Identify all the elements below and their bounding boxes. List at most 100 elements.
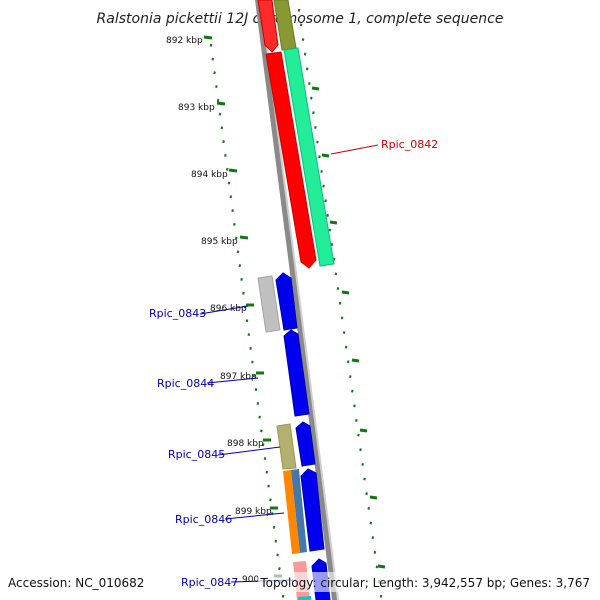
outer-scale-major-tick bbox=[359, 428, 368, 433]
outer-scale-dot bbox=[355, 418, 358, 422]
outer-scale-dot bbox=[350, 389, 354, 393]
inner-scale-dot bbox=[278, 567, 281, 571]
gene-rpic-0842-red-feature[interactable] bbox=[265, 51, 317, 269]
gene-rpic-0844-blue-feature[interactable] bbox=[283, 329, 310, 417]
gene-rpic-0843-blue-feature[interactable] bbox=[275, 272, 298, 331]
outer-scale-major-tick bbox=[377, 564, 386, 569]
inner-scale-dot bbox=[227, 181, 231, 185]
gene-rpic-0846-orange-feature[interactable] bbox=[283, 470, 300, 554]
outer-scale-dot bbox=[312, 111, 315, 115]
gene-labels: Rpic_0842 Rpic_0843 Rpic_0844 Rpic_0845 … bbox=[149, 138, 438, 589]
inner-scale-dot bbox=[265, 470, 269, 474]
gene-rpic-0843-feature[interactable] bbox=[257, 275, 281, 333]
outer-scale-dot bbox=[363, 477, 366, 481]
inner-scale-dot bbox=[274, 539, 278, 543]
inner-scale-dot bbox=[216, 98, 220, 102]
gene-label-rpic-0846[interactable]: Rpic_0846 bbox=[175, 513, 232, 526]
outer-scale-dot bbox=[357, 433, 360, 437]
inner-scale-dot bbox=[229, 195, 233, 199]
outer-scale-dot bbox=[320, 169, 323, 173]
outer-scale-dot bbox=[375, 565, 379, 569]
outer-scale-dot bbox=[301, 38, 305, 42]
inner-scale-dot bbox=[267, 484, 270, 488]
inner-scale-dot bbox=[249, 346, 252, 350]
outer-scale-major-tick bbox=[351, 358, 360, 363]
gene-label-rpic-0843[interactable]: Rpic_0843 bbox=[149, 307, 206, 320]
gene-label-rpic-0842[interactable]: Rpic_0842 bbox=[381, 138, 438, 151]
backbone-line bbox=[255, 0, 338, 600]
outer-scale-dot bbox=[342, 331, 346, 335]
outer-dotted-scale bbox=[297, 8, 386, 598]
outer-scale-dot bbox=[361, 462, 364, 466]
tick-894 bbox=[228, 168, 238, 173]
inner-scale-dot bbox=[233, 222, 236, 226]
inner-scale-dot bbox=[245, 319, 249, 323]
outer-scale-dot bbox=[336, 287, 340, 291]
accession-text: Accession: NC_010682 bbox=[8, 576, 144, 590]
inner-scale-dot bbox=[281, 594, 285, 598]
cyan-feature[interactable] bbox=[298, 596, 311, 600]
gene-rpic-0846-steelblue-feature[interactable] bbox=[291, 469, 307, 553]
label-connector-0844 bbox=[206, 377, 259, 384]
inner-scale-dot bbox=[211, 57, 215, 61]
top-red-feature[interactable] bbox=[257, 0, 279, 53]
outer-scale-major-tick bbox=[369, 495, 378, 500]
outer-scale-dot bbox=[365, 492, 368, 496]
inner-scale-dot bbox=[252, 374, 256, 378]
gene-rpic-0846-blue-feature[interactable] bbox=[300, 468, 325, 552]
inner-scale-dot bbox=[238, 264, 242, 268]
inner-scale-dot bbox=[242, 291, 245, 295]
gene-label-rpic-0845[interactable]: Rpic_0845 bbox=[168, 448, 225, 461]
outer-scale-dot bbox=[322, 184, 325, 188]
tick-label-894: 894 kbp bbox=[191, 170, 228, 180]
outer-scale-dot bbox=[326, 213, 330, 217]
tick-895 bbox=[239, 235, 249, 240]
inner-scale-dot bbox=[276, 553, 279, 557]
gene-rpic-0842-green-feature[interactable] bbox=[283, 47, 335, 267]
tick-label-898: 898 kbp bbox=[227, 439, 264, 449]
outer-scale-major-tick bbox=[311, 86, 320, 91]
inner-scale-dot bbox=[231, 209, 234, 213]
gene-label-rpic-0844[interactable]: Rpic_0844 bbox=[157, 377, 214, 390]
inner-scale-dot bbox=[234, 236, 238, 240]
tick-label-899: 899 kbp bbox=[235, 507, 272, 517]
tick-label-893: 893 kbp bbox=[178, 103, 215, 113]
outer-scale-dot bbox=[299, 23, 303, 27]
outer-scale-dot bbox=[367, 506, 371, 510]
label-connector-0843 bbox=[199, 305, 249, 315]
inner-scale-dot bbox=[218, 112, 222, 116]
gene-label-rpic-0847[interactable]: Rpic_0847 bbox=[181, 576, 238, 589]
tick-label-900: 900 bbox=[242, 575, 259, 585]
tick-label-892: 892 kbp bbox=[166, 36, 203, 46]
inner-scale-dot bbox=[272, 525, 276, 529]
outer-scale-dot bbox=[371, 536, 375, 540]
gene-rpic-0845-blue-feature[interactable] bbox=[295, 421, 316, 467]
tick-label-895: 895 kbp bbox=[201, 237, 238, 247]
inner-scale-dot bbox=[256, 401, 260, 405]
outer-scale-dot bbox=[297, 8, 301, 12]
label-connector-0846 bbox=[224, 512, 285, 520]
outer-scale-dot bbox=[340, 316, 344, 320]
label-connector-0845 bbox=[217, 446, 281, 456]
outer-scale-major-tick bbox=[321, 153, 330, 158]
inner-scale-dot bbox=[209, 43, 213, 47]
outer-scale-dot bbox=[334, 272, 338, 276]
footer-summary-backdrop bbox=[258, 572, 594, 592]
inner-scale-dot bbox=[261, 443, 265, 447]
tick-893 bbox=[216, 101, 226, 106]
outer-scale-dot bbox=[316, 140, 319, 144]
outer-scale-dot bbox=[346, 360, 350, 364]
gene-rpic-0845-feature[interactable] bbox=[276, 423, 297, 470]
inner-scale-dot bbox=[213, 71, 216, 75]
outer-scale-dot bbox=[305, 67, 309, 71]
inner-scale-dot bbox=[254, 388, 258, 392]
outer-scale-dot bbox=[379, 594, 383, 598]
outer-scale-dot bbox=[353, 404, 356, 408]
tick-892 bbox=[203, 35, 213, 40]
tick-label-897: 897 kbp bbox=[220, 372, 257, 382]
inner-scale-dot bbox=[247, 333, 251, 337]
outer-scale-dot bbox=[324, 199, 327, 203]
inner-scale-dot bbox=[240, 277, 243, 281]
summary-text: Topology: circular; Length: 3,942,557 bp… bbox=[259, 576, 590, 590]
